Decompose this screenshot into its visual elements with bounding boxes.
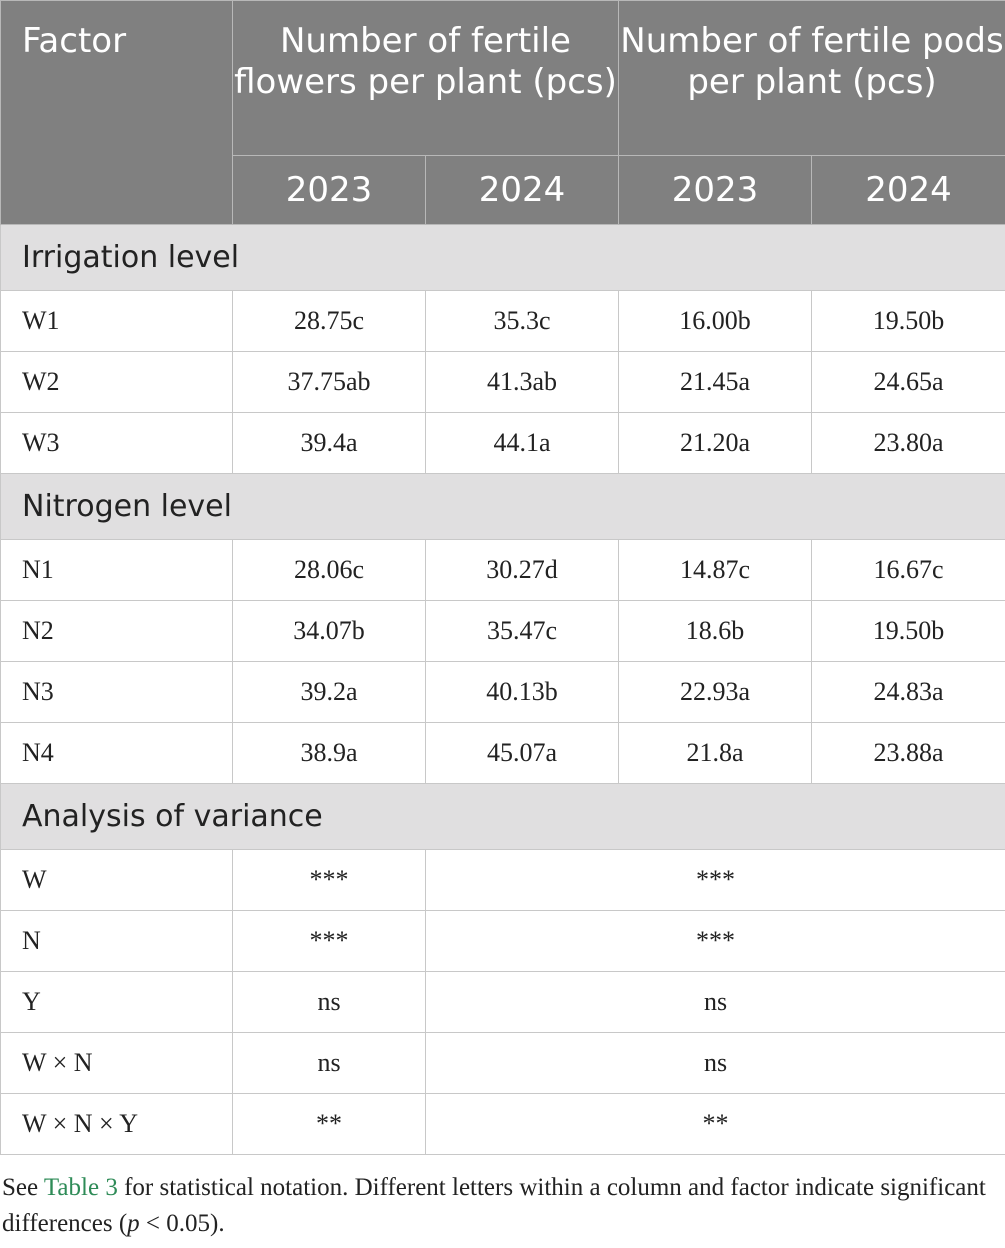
table-cell: 39.2a [232, 661, 426, 723]
footnote-text: for statistical notation. Different lett… [2, 1174, 986, 1237]
table-row: W1 28.75c 35.3c 16.00b 19.50b [0, 290, 1005, 352]
table-cell: 21.8a [618, 722, 812, 784]
table-cell: ns [232, 971, 426, 1033]
row-label: W × N [0, 1032, 233, 1094]
table-cell: 45.07a [425, 722, 619, 784]
fertile-pods-header: Number of fertile pods per plant (pcs) [617, 0, 1005, 156]
table-row: N *** *** [0, 910, 1005, 972]
table-cell: 30.27d [425, 539, 619, 601]
p-symbol: p [127, 1210, 140, 1237]
year-header: 2023 [618, 155, 812, 225]
results-table: Factor Number of fertile flowers per pla… [0, 0, 1005, 1155]
table-row: N1 28.06c 30.27d 14.87c 16.67c [0, 539, 1005, 601]
section-row-nitrogen: Nitrogen level [0, 473, 1005, 540]
year-header: 2023 [232, 155, 426, 225]
table-cell: ** [424, 1093, 1005, 1155]
table-row: Y ns ns [0, 971, 1005, 1033]
table-cell: 18.6b [618, 600, 812, 662]
section-title: Irrigation level [0, 224, 1005, 291]
table-cell: 23.88a [810, 722, 1005, 784]
table-cell: 34.07b [232, 600, 426, 662]
table-cell: 19.50b [810, 600, 1005, 662]
table-row: N4 38.9a 45.07a 21.8a 23.88a [0, 722, 1005, 784]
table-cell: 16.67c [810, 539, 1005, 601]
table-cell: 24.83a [810, 661, 1005, 723]
table-row: W × N ns ns [0, 1032, 1005, 1094]
table-cell: 16.00b [618, 290, 812, 352]
table-cell: 35.3c [425, 290, 619, 352]
table-cell: ** [232, 1093, 426, 1155]
row-label: W3 [0, 412, 233, 474]
row-label: N1 [0, 539, 233, 601]
table-cell: 39.4a [232, 412, 426, 474]
table-footnote: See Table 3 for statistical notation. Di… [2, 1170, 1002, 1242]
year-header-row: 2023 2024 2023 2024 [1, 155, 1005, 225]
row-label: W × N × Y [0, 1093, 233, 1155]
section-row-anova: Analysis of variance [0, 783, 1005, 850]
row-label: Y [0, 971, 233, 1033]
table-row: W *** *** [0, 849, 1005, 911]
table-cell: 35.47c [425, 600, 619, 662]
table-cell: 28.06c [232, 539, 426, 601]
fertile-flowers-header: Number of fertile flowers per plant (pcs… [232, 0, 619, 156]
table-cell: *** [232, 849, 426, 911]
row-label: W [0, 849, 233, 911]
row-label: W2 [0, 351, 233, 413]
row-label: N3 [0, 661, 233, 723]
table-cell: ns [424, 1032, 1005, 1094]
table-row: W × N × Y ** ** [0, 1093, 1005, 1155]
table-cell: 28.75c [232, 290, 426, 352]
table-cell: ns [232, 1032, 426, 1094]
table-cell: 22.93a [618, 661, 812, 723]
table-row: N3 39.2a 40.13b 22.93a 24.83a [0, 661, 1005, 723]
table-cell: 38.9a [232, 722, 426, 784]
row-label: N2 [0, 600, 233, 662]
year-header: 2024 [810, 155, 1005, 225]
section-title: Analysis of variance [0, 783, 1005, 850]
header-row: Factor Number of fertile flowers per pla… [0, 0, 1005, 225]
row-label: N4 [0, 722, 233, 784]
table-cell: 37.75ab [232, 351, 426, 413]
table-cell: 41.3ab [425, 351, 619, 413]
table-row: N2 34.07b 35.47c 18.6b 19.50b [0, 600, 1005, 662]
table-cell: 24.65a [810, 351, 1005, 413]
table-cell: 21.20a [618, 412, 812, 474]
table-row: W2 37.75ab 41.3ab 21.45a 24.65a [0, 351, 1005, 413]
factor-header: Factor [0, 0, 233, 225]
table-3-link[interactable]: Table 3 [43, 1174, 118, 1201]
section-title: Nitrogen level [0, 473, 1005, 540]
row-label: W1 [0, 290, 233, 352]
table-cell: ns [424, 971, 1005, 1033]
footnote-suffix: < 0.05). [139, 1210, 225, 1237]
row-label: N [0, 910, 233, 972]
table-cell: 14.87c [618, 539, 812, 601]
year-header: 2024 [425, 155, 619, 225]
table-cell: *** [424, 849, 1005, 911]
table-cell: 40.13b [425, 661, 619, 723]
section-row-irrigation: Irrigation level [0, 224, 1005, 291]
table-cell: 19.50b [810, 290, 1005, 352]
footnote-prefix: See [2, 1174, 44, 1201]
table-cell: *** [232, 910, 426, 972]
table-row: W3 39.4a 44.1a 21.20a 23.80a [0, 412, 1005, 474]
table-cell: 23.80a [810, 412, 1005, 474]
table-cell: 44.1a [425, 412, 619, 474]
table-cell: 21.45a [618, 351, 812, 413]
table-cell: *** [424, 910, 1005, 972]
